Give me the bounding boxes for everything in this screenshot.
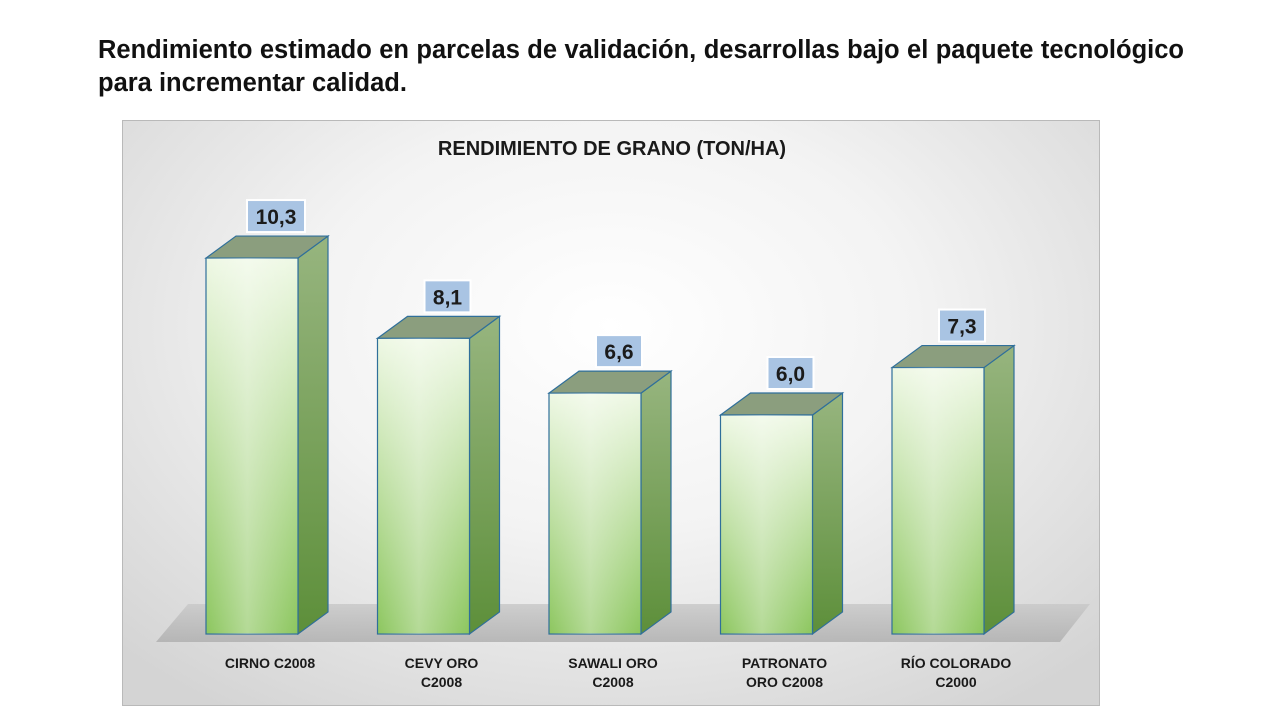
data-label: 8,1	[423, 279, 472, 314]
category-label: C2008	[592, 674, 633, 690]
bar	[718, 391, 845, 636]
data-label: 7,3	[938, 308, 986, 343]
data-label: 6,6	[595, 334, 643, 369]
bar-highlight	[892, 367, 984, 634]
bar-chart: RENDIMIENTO DE GRANO (TON/HA) 10,3 8,1 6,6…	[156, 138, 1090, 690]
data-label-text: 6,0	[776, 363, 805, 386]
slide-title: Rendimiento estimado en parcelas de vali…	[98, 36, 1184, 97]
bar	[547, 369, 673, 636]
chart-area: RENDIMIENTO DE GRANO (TON/HA) 10,3 8,1 6,6…	[122, 120, 1100, 706]
category-label: PATRONATO	[742, 655, 827, 671]
data-label-text: 8,1	[433, 286, 463, 309]
data-label-box	[766, 356, 815, 390]
bar-highlight	[377, 338, 470, 634]
category-label: ORO C2008	[746, 674, 823, 690]
bar-side	[468, 315, 501, 636]
bar	[890, 344, 1016, 636]
bar-side	[983, 344, 1015, 636]
category-label: C2000	[935, 674, 976, 690]
data-label: 6,0	[766, 356, 815, 390]
category-label: C2008	[421, 674, 462, 690]
bar-highlight	[720, 415, 813, 634]
bar-side	[297, 234, 329, 636]
category-label: RÍO COLORADO	[901, 655, 1012, 671]
category-label: SAWALI ORO	[568, 655, 658, 671]
data-label-text: 10,3	[256, 206, 297, 229]
bar	[204, 234, 330, 636]
bar-highlight	[549, 393, 641, 634]
data-label-box	[938, 308, 986, 343]
category-label: CEVY ORO	[405, 655, 479, 671]
bar-highlight	[206, 258, 298, 634]
data-label: 10,3	[246, 199, 306, 234]
data-label-text: 7,3	[947, 316, 976, 339]
data-label-text: 6,6	[604, 341, 633, 364]
chart-title: RENDIMIENTO DE GRANO (TON/HA)	[438, 138, 786, 160]
data-label-box	[595, 334, 643, 369]
category-label: CIRNO C2008	[225, 655, 315, 671]
bar-side	[640, 369, 672, 636]
bar-side	[811, 391, 844, 636]
bar	[375, 315, 502, 636]
data-label-box	[423, 279, 472, 314]
data-label-box	[246, 199, 306, 234]
